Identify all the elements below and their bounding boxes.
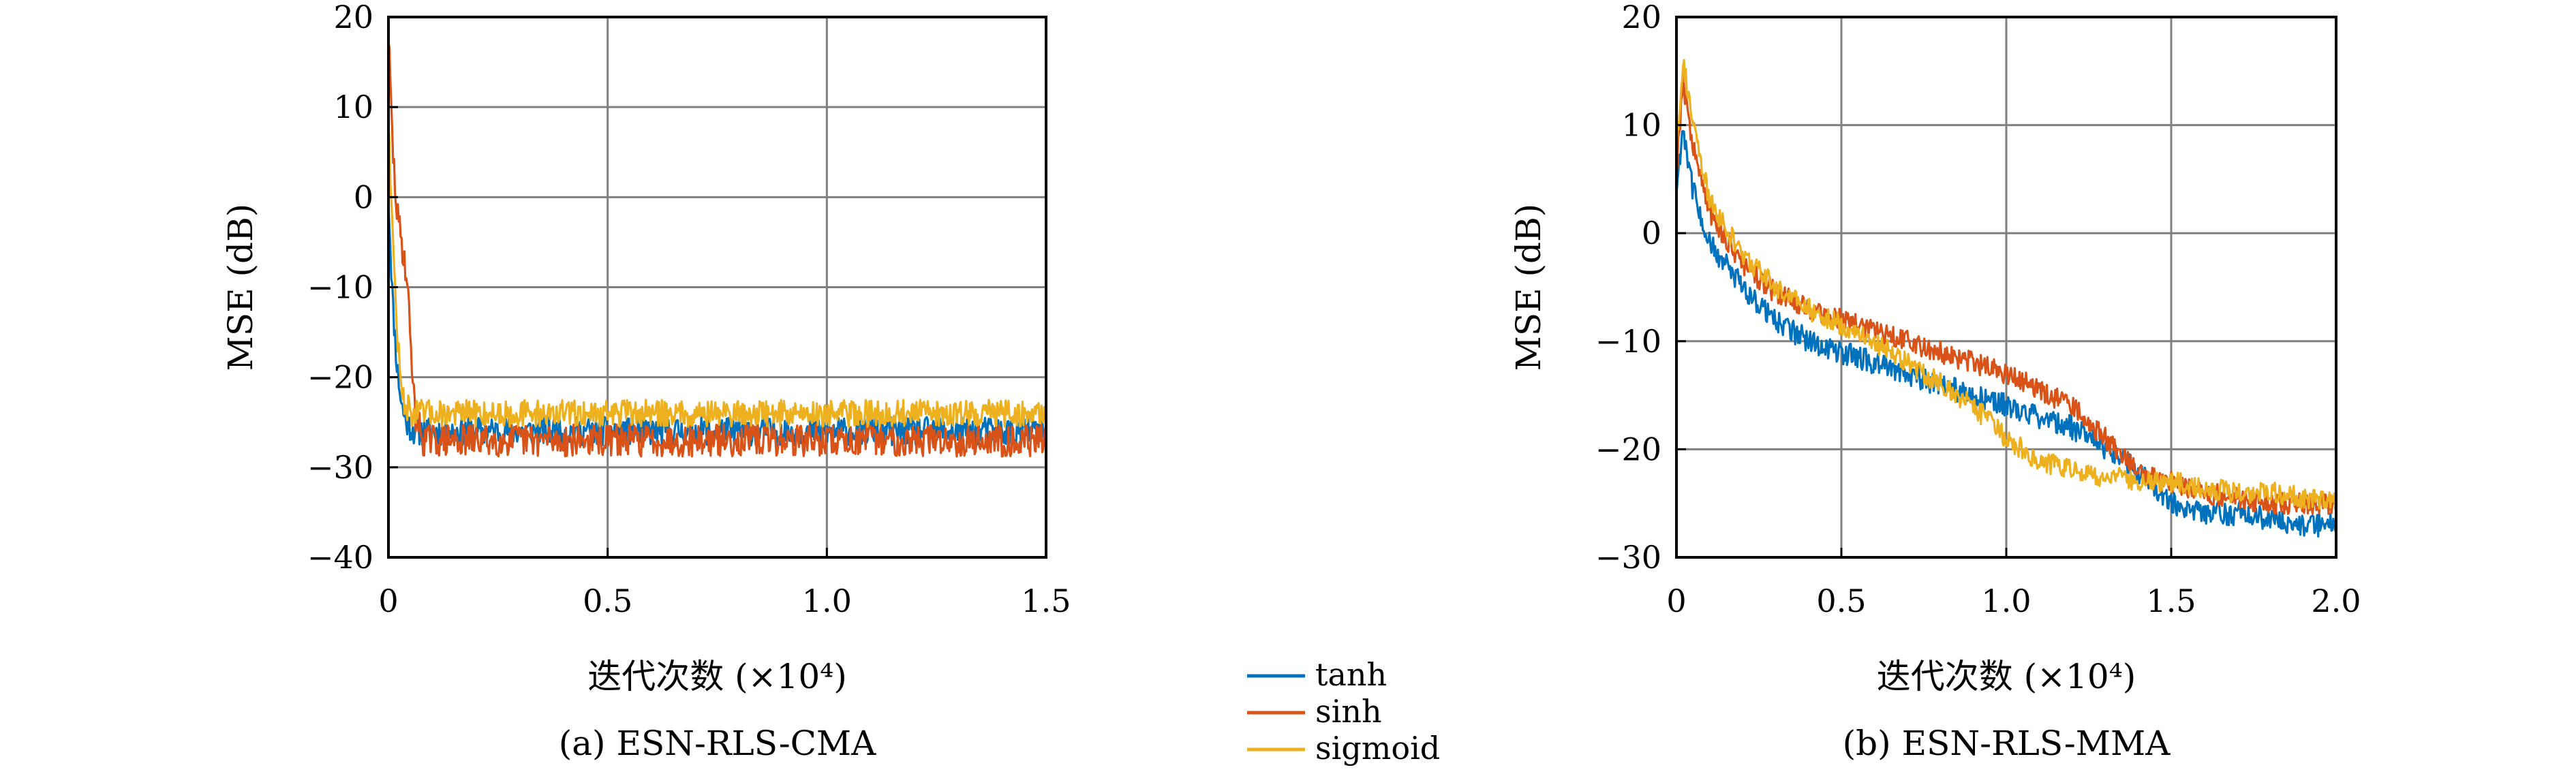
- x-tick-label: 0.5: [583, 583, 632, 619]
- legend-label-tanh: tanh: [1315, 656, 1387, 693]
- x-axis-label: 迭代次数 (×10⁴): [587, 657, 846, 696]
- y-tick-label: 20: [1621, 0, 1661, 35]
- panel-caption: (b) ESN-RLS-MMA: [1843, 724, 2171, 763]
- y-tick-label: 20: [333, 0, 373, 35]
- series-line-sigmoid: [1675, 59, 2337, 512]
- y-tick-label: −10: [1595, 323, 1661, 360]
- y-tick-label: 0: [1642, 215, 1661, 251]
- y-tick-label: 10: [1621, 107, 1661, 144]
- panel-caption: (a) ESN-RLS-CMA: [559, 724, 876, 763]
- legend-label-sigmoid: sigmoid: [1315, 730, 1440, 767]
- y-tick-label: −30: [307, 449, 373, 486]
- y-tick-label: −10: [307, 269, 373, 306]
- y-tick-label: −30: [1595, 539, 1661, 576]
- y-axis-label: MSE (dB): [1509, 204, 1548, 371]
- x-tick-label: 1.5: [1021, 583, 1071, 619]
- y-axis-label: MSE (dB): [221, 204, 260, 371]
- series-line-sinh: [1675, 75, 2337, 515]
- x-tick-label: 0.5: [1816, 583, 1866, 619]
- x-tick-label: 2.0: [2311, 583, 2361, 619]
- legend-label-sinh: sinh: [1315, 693, 1382, 730]
- x-axis-label: 迭代次数 (×10⁴): [1877, 657, 2136, 696]
- x-tick-label: 1.5: [2146, 583, 2196, 619]
- legend: tanh sinh sigmoid: [1247, 656, 1440, 767]
- y-tick-label: −40: [307, 539, 373, 576]
- series-line-sinh: [387, 43, 1047, 458]
- y-tick-label: −20: [307, 359, 373, 396]
- series-line-sigmoid: [387, 123, 1047, 428]
- x-tick-label: 0: [378, 583, 398, 619]
- panel-a: 0 0.5 1.0 1.5 20 10 0 −10 −20 −30 −40 迭代次数 (×10⁴) MS…: [221, 0, 1071, 763]
- y-tick-label: 0: [354, 179, 373, 215]
- y-tick-label: −20: [1595, 431, 1661, 467]
- panel-b: 0 0.5 1.0 1.5 2.0 20 10 0 −10 −20 −30 迭代次数 (×10⁴) MS…: [1509, 0, 2361, 763]
- x-tick-label: 1.0: [802, 583, 852, 619]
- y-tick-label: 10: [333, 89, 373, 125]
- series-line-tanh: [1675, 129, 2337, 538]
- x-tick-label: 0: [1666, 583, 1686, 619]
- x-tick-label: 1.0: [1981, 583, 2031, 619]
